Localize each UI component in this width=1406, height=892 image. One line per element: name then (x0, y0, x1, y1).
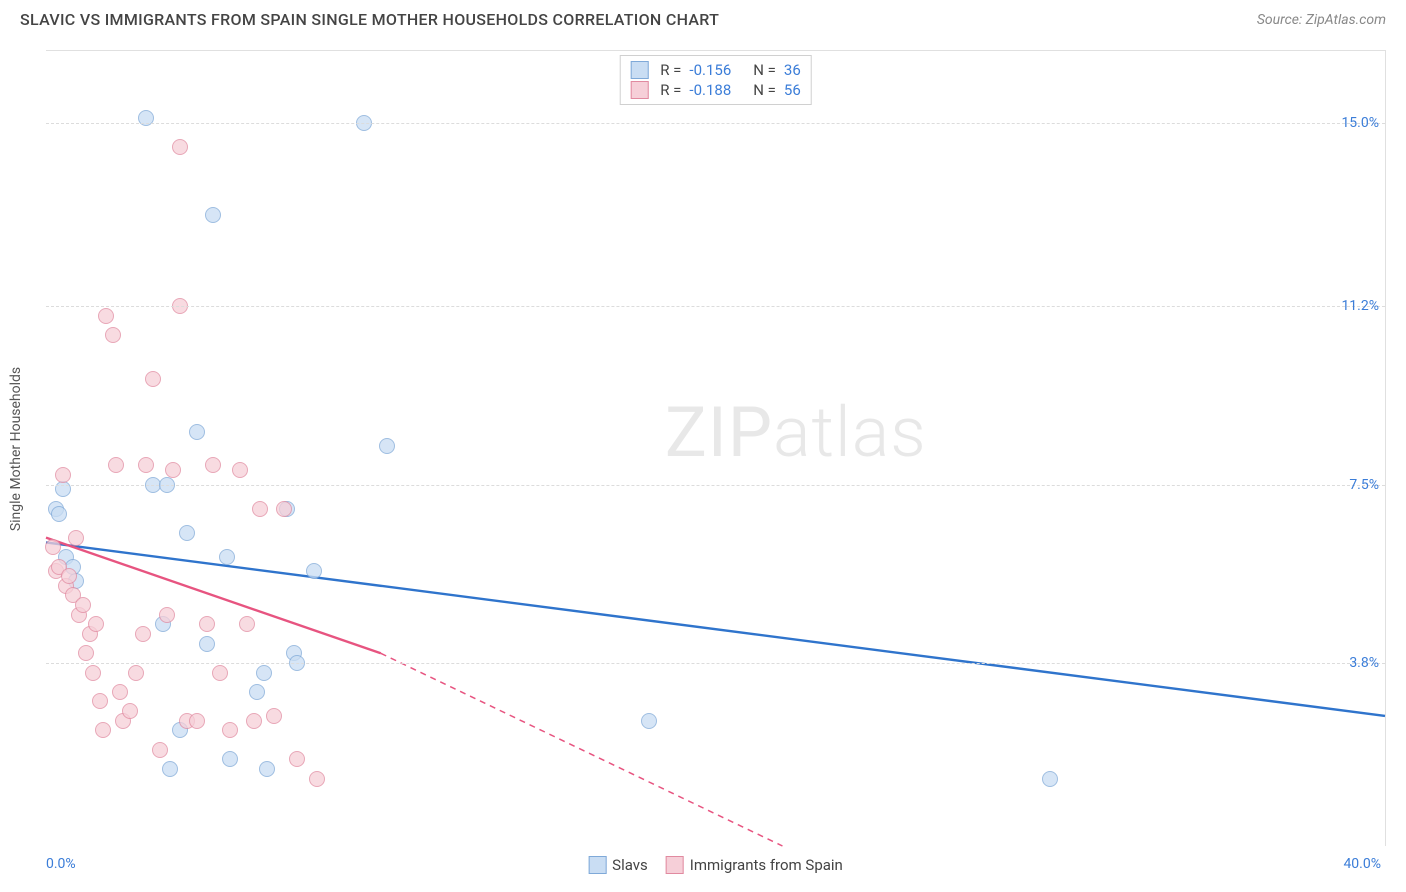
data-point (256, 665, 272, 681)
y-tick-label: 15.0% (1341, 115, 1379, 131)
data-point (252, 501, 268, 517)
gridline (46, 663, 1385, 664)
data-point (159, 607, 175, 623)
data-point (165, 462, 181, 478)
legend-item: Slavs (588, 856, 648, 874)
data-point (199, 636, 215, 652)
data-point (641, 713, 657, 729)
data-point (75, 597, 91, 613)
data-point (92, 693, 108, 709)
data-point (219, 549, 235, 565)
data-point (135, 626, 151, 642)
data-point (88, 616, 104, 632)
data-point (289, 751, 305, 767)
r-label: R = (660, 81, 681, 99)
series-swatch (630, 81, 648, 99)
series-legend: Slavs Immigrants from Spain (588, 856, 843, 874)
correlation-chart: Single Mother Households ZIPatlas R =-0.… (46, 50, 1386, 846)
data-point (112, 684, 128, 700)
data-point (108, 457, 124, 473)
data-point (45, 539, 61, 555)
data-point (162, 761, 178, 777)
data-point (249, 684, 265, 700)
data-point (205, 457, 221, 473)
data-point (246, 713, 262, 729)
data-point (98, 308, 114, 324)
page-title: SLAVIC VS IMMIGRANTS FROM SPAIN SINGLE M… (20, 10, 719, 29)
data-point (239, 616, 255, 632)
data-point (85, 665, 101, 681)
gridline (46, 485, 1385, 486)
n-value: 36 (784, 61, 801, 79)
data-point (128, 665, 144, 681)
data-point (232, 462, 248, 478)
y-tick-label: 11.2% (1341, 298, 1379, 314)
data-point (55, 467, 71, 483)
data-point (189, 713, 205, 729)
n-value: 56 (784, 81, 801, 99)
data-point (222, 722, 238, 738)
series-swatch (588, 856, 606, 874)
data-point (379, 438, 395, 454)
data-point (189, 424, 205, 440)
r-value: -0.156 (689, 61, 731, 79)
series-swatch (666, 856, 684, 874)
data-point (51, 506, 67, 522)
series-swatch (630, 61, 648, 79)
data-point (145, 371, 161, 387)
data-point (266, 708, 282, 724)
y-tick-label: 3.8% (1349, 655, 1379, 671)
data-point (222, 751, 238, 767)
data-point (259, 761, 275, 777)
source-attribution: Source: ZipAtlas.com (1257, 12, 1386, 28)
data-point (199, 616, 215, 632)
n-label: N = (753, 61, 776, 79)
data-point (172, 139, 188, 155)
data-point (276, 501, 292, 517)
data-point (138, 457, 154, 473)
stats-row: R = -0.156 N = 36 (630, 60, 801, 80)
legend-label: Immigrants from Spain (690, 856, 843, 874)
x-tick-label: 40.0% (1343, 856, 1381, 872)
gridline (46, 306, 1385, 307)
r-label: R = (660, 61, 681, 79)
y-tick-label: 7.5% (1349, 477, 1379, 493)
data-point (205, 207, 221, 223)
data-point (61, 568, 77, 584)
x-tick-label: 0.0% (46, 856, 76, 872)
data-point (68, 530, 84, 546)
data-point (78, 645, 94, 661)
r-value: -0.188 (689, 81, 731, 99)
data-point (212, 665, 228, 681)
stats-legend: R = -0.156 N = 36 R = -0.188 N = 56 (619, 55, 812, 105)
data-point (306, 563, 322, 579)
legend-item: Immigrants from Spain (666, 856, 843, 874)
data-point (152, 742, 168, 758)
gridline (46, 123, 1385, 124)
data-point (309, 771, 325, 787)
y-axis-label: Single Mother Households (8, 366, 24, 530)
data-point (122, 703, 138, 719)
stats-row: R = -0.188 N = 56 (630, 80, 801, 100)
n-label: N = (753, 81, 776, 99)
data-point (1042, 771, 1058, 787)
legend-label: Slavs (612, 856, 648, 874)
data-point (95, 722, 111, 738)
plot-area (46, 51, 1385, 846)
data-point (105, 327, 121, 343)
data-point (179, 525, 195, 541)
